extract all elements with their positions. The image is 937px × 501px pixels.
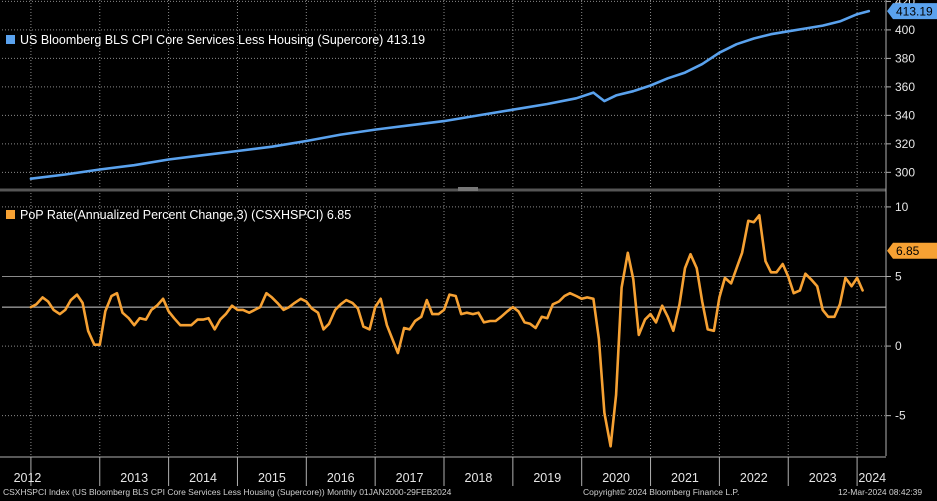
pop-rate-last-value-badge bbox=[887, 242, 937, 259]
y-tick-label: 380 bbox=[895, 51, 915, 65]
x-tick-label: 2020 bbox=[602, 471, 630, 485]
footer-copyright: Copyright© 2024 Bloomberg Finance L.P. bbox=[583, 487, 740, 497]
y-tick-label: 10 bbox=[895, 200, 909, 214]
x-tick-label: 2015 bbox=[258, 471, 286, 485]
x-tick-label: 2014 bbox=[189, 471, 217, 485]
x-tick-label: 2019 bbox=[533, 471, 561, 485]
footer-timestamp: 12-Mar-2024 08:42:39 bbox=[838, 487, 923, 497]
y-tick-label: 0 bbox=[895, 339, 902, 353]
supercore-series-line bbox=[29, 9, 871, 180]
x-tick-label: 2013 bbox=[120, 471, 148, 485]
pop-rate-last-value-badge-text: 6.85 bbox=[896, 244, 920, 258]
x-tick-label: 2022 bbox=[740, 471, 768, 485]
x-axis: 2012 2013 2014 2015 2016 2017 2018 2019 2020 2021… bbox=[0, 456, 886, 486]
x-tick-label: 2021 bbox=[671, 471, 699, 485]
y-tick-label: 300 bbox=[895, 165, 915, 179]
supercore-last-value-badge-text: 413.19 bbox=[896, 5, 933, 19]
y-tick-label: 320 bbox=[895, 137, 915, 151]
x-tick-label: 2017 bbox=[396, 471, 424, 485]
y-tick-label: 5 bbox=[895, 269, 902, 283]
legend-swatch bbox=[6, 35, 15, 44]
x-tick-label: 2023 bbox=[809, 471, 837, 485]
y-tick-label: 400 bbox=[895, 23, 915, 37]
y-tick-label: -5 bbox=[895, 409, 906, 423]
footer-source: CSXHSPCI Index (US Bloomberg BLS CPI Cor… bbox=[3, 487, 452, 497]
x-tick-label: 2012 bbox=[14, 471, 42, 485]
x-tick-label: 2016 bbox=[327, 471, 355, 485]
pop-rate-series-line bbox=[29, 214, 864, 448]
pane-divider-handle[interactable] bbox=[458, 187, 478, 191]
x-tick-label: 2018 bbox=[465, 471, 493, 485]
pop-rate-panel: 10 5 0 -5 6.85 PoP Rate(Annualized Percent Ch… bbox=[2, 187, 937, 456]
legend-label: US Bloomberg BLS CPI Core Services Less … bbox=[20, 33, 425, 47]
supercore-last-value-badge bbox=[887, 3, 937, 20]
legend-swatch bbox=[6, 210, 15, 219]
y-tick-label: 360 bbox=[895, 80, 915, 94]
supercore-legend: US Bloomberg BLS CPI Core Services Less … bbox=[6, 33, 425, 47]
pop-rate-legend: PoP Rate(Annualized Percent Change,3) (C… bbox=[6, 208, 351, 222]
legend-label: PoP Rate(Annualized Percent Change,3) (C… bbox=[20, 208, 351, 222]
y-tick-label: 340 bbox=[895, 108, 915, 122]
x-tick-label: 2024 bbox=[858, 471, 886, 485]
